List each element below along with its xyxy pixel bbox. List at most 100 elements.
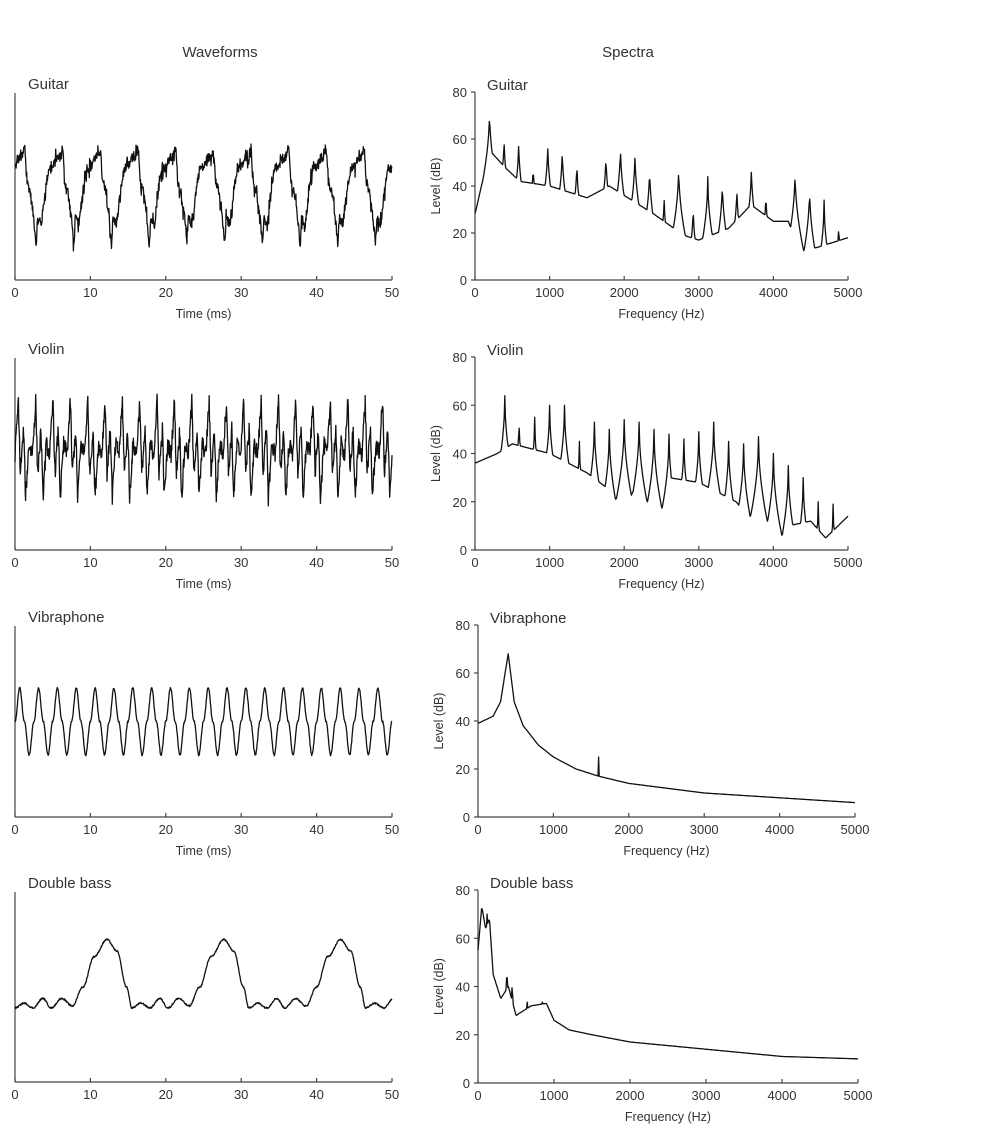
x-tick-label: 50 xyxy=(385,285,399,300)
x-tick-label: 40 xyxy=(309,822,323,837)
x-tick-label: 30 xyxy=(234,822,248,837)
y-tick-label: 40 xyxy=(453,447,467,462)
x-axis-label: Frequency (Hz) xyxy=(623,844,709,858)
x-axis-label: Time (ms) xyxy=(176,844,232,858)
x-tick-label: 4000 xyxy=(768,1088,797,1103)
x-tick-label: 0 xyxy=(474,1088,481,1103)
x-tick-label: 5000 xyxy=(841,822,870,837)
y-tick-label: 80 xyxy=(456,618,470,633)
double-bass-waveform-panel: Double bass 0 10 20 30 40 50 Pressure xyxy=(0,875,399,1102)
y-axis-label: Level (dB) xyxy=(432,693,446,750)
x-tick-label: 2000 xyxy=(610,555,639,570)
x-tick-label: 10 xyxy=(83,822,97,837)
y-tick-label: 60 xyxy=(456,931,470,946)
x-tick-label: 3000 xyxy=(684,285,713,300)
x-tick-label: 1000 xyxy=(535,285,564,300)
y-tick-label: 60 xyxy=(453,398,467,413)
y-tick-label: 20 xyxy=(456,1028,470,1043)
waveforms-column-title: Waveforms xyxy=(182,44,257,61)
y-axis-label: Pressure xyxy=(0,696,2,746)
panel-title: Guitar xyxy=(28,76,69,93)
y-tick-label: 80 xyxy=(456,883,470,898)
y-axis-label: Pressure xyxy=(0,429,2,479)
x-tick-label: 20 xyxy=(159,555,173,570)
x-axis-label: Frequency (Hz) xyxy=(625,1110,711,1124)
y-tick-label: 80 xyxy=(453,85,467,100)
y-tick-label: 20 xyxy=(453,226,467,241)
x-tick-label: 10 xyxy=(83,1087,97,1102)
x-axis-label: Time (ms) xyxy=(176,307,232,321)
waveform-trace xyxy=(14,393,393,507)
panel-title: Violin xyxy=(487,342,523,359)
x-tick-label: 0 xyxy=(471,285,478,300)
x-tick-label: 3000 xyxy=(692,1088,721,1103)
x-tick-label: 40 xyxy=(309,1087,323,1102)
vibraphone-waveform-panel: Vibraphone 0 10 20 30 40 50 Time (ms) Pressure xyxy=(0,609,399,858)
y-tick-label: 20 xyxy=(453,495,467,510)
x-tick-label: 10 xyxy=(83,285,97,300)
spectrum-trace xyxy=(477,907,859,1060)
spectra-column-title: Spectra xyxy=(602,44,654,61)
x-tick-label: 2000 xyxy=(614,822,643,837)
y-tick-label: 40 xyxy=(456,714,470,729)
x-tick-label: 1000 xyxy=(540,1088,569,1103)
spectrum-trace xyxy=(474,120,849,252)
y-tick-label: 20 xyxy=(456,762,470,777)
x-tick-label: 2000 xyxy=(616,1088,645,1103)
panel-title: Vibraphone xyxy=(28,609,104,626)
panel-title: Double bass xyxy=(28,875,111,892)
panel-title: Vibraphone xyxy=(490,610,566,627)
y-axis-label: Level (dB) xyxy=(432,958,446,1015)
y-tick-label: 0 xyxy=(463,810,470,825)
y-axis-label: Level (dB) xyxy=(429,425,443,482)
vibraphone-spectrum-panel: Vibraphone 0 1000 2000 3000 4000 5000 Frequency… xyxy=(432,610,869,858)
x-tick-label: 30 xyxy=(234,285,248,300)
y-tick-label: 40 xyxy=(456,980,470,995)
panel-title: Double bass xyxy=(490,875,573,892)
x-tick-label: 0 xyxy=(471,555,478,570)
x-tick-label: 4000 xyxy=(759,555,788,570)
x-tick-label: 1000 xyxy=(539,822,568,837)
x-tick-label: 2000 xyxy=(610,285,639,300)
y-tick-label: 60 xyxy=(453,132,467,147)
violin-spectrum-panel: Violin 0 1000 2000 3000 4000 5000 Frequency (Hz… xyxy=(429,342,862,591)
y-axis-label: Pressure xyxy=(0,962,2,1012)
x-tick-label: 20 xyxy=(159,285,173,300)
panel-title: Violin xyxy=(28,341,64,358)
x-axis-label: Time (ms) xyxy=(176,577,232,591)
x-tick-label: 30 xyxy=(234,1087,248,1102)
x-tick-label: 0 xyxy=(11,285,18,300)
panel-title: Guitar xyxy=(487,77,528,94)
x-tick-label: 40 xyxy=(309,555,323,570)
y-axis-label: Level (dB) xyxy=(429,158,443,215)
y-tick-label: 0 xyxy=(460,543,467,558)
x-tick-label: 3000 xyxy=(690,822,719,837)
guitar-spectrum-panel: Guitar 0 1000 2000 3000 4000 5000 Frequency (Hz… xyxy=(429,77,862,321)
x-tick-label: 4000 xyxy=(765,822,794,837)
x-tick-label: 3000 xyxy=(684,555,713,570)
x-tick-label: 4000 xyxy=(759,285,788,300)
x-axis-label: Frequency (Hz) xyxy=(618,307,704,321)
y-tick-label: 0 xyxy=(463,1076,470,1091)
x-tick-label: 0 xyxy=(11,822,18,837)
waveform-trace xyxy=(14,938,393,1010)
x-tick-label: 1000 xyxy=(535,555,564,570)
x-tick-label: 50 xyxy=(385,555,399,570)
y-tick-label: 60 xyxy=(456,666,470,681)
guitar-waveform-panel: Guitar 0 10 20 30 40 50 Time (ms) Pressure xyxy=(0,76,399,321)
x-tick-label: 0 xyxy=(11,1087,18,1102)
y-tick-label: 80 xyxy=(453,350,467,365)
violin-waveform-panel: Violin 0 10 20 30 40 50 Time (ms) Pressure xyxy=(0,341,399,591)
x-tick-label: 0 xyxy=(474,822,481,837)
x-axis-label: Frequency (Hz) xyxy=(618,577,704,591)
y-tick-label: 40 xyxy=(453,179,467,194)
x-tick-label: 30 xyxy=(234,555,248,570)
x-tick-label: 20 xyxy=(159,822,173,837)
x-tick-label: 40 xyxy=(309,285,323,300)
spectrum-trace xyxy=(477,653,856,804)
x-tick-label: 0 xyxy=(11,555,18,570)
x-tick-label: 50 xyxy=(385,1087,399,1102)
x-tick-label: 5000 xyxy=(834,285,863,300)
x-tick-label: 5000 xyxy=(834,555,863,570)
